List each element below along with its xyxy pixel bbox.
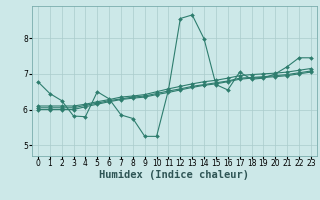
X-axis label: Humidex (Indice chaleur): Humidex (Indice chaleur): [100, 170, 249, 180]
